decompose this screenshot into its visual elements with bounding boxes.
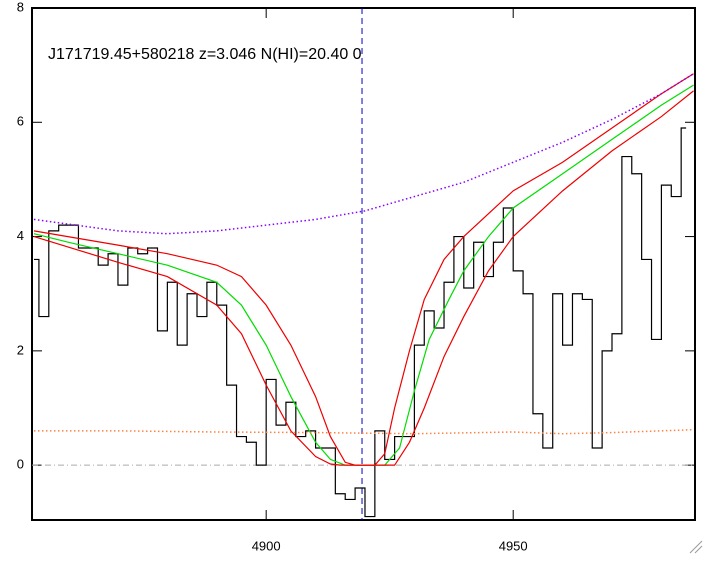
chart-title: J171719.45+580218 z=3.046 N(HI)=20.40 0 — [48, 46, 362, 63]
y-tick-label: 0 — [17, 457, 24, 472]
y-tick-label: 4 — [17, 228, 24, 243]
plot-frame — [31, 7, 696, 521]
x-tick-label: 4950 — [499, 538, 528, 553]
series-line — [33, 90, 694, 466]
series-line — [33, 84, 694, 466]
y-tick-label: 8 — [17, 0, 24, 14]
series-line — [33, 73, 694, 466]
series-line — [33, 428, 694, 435]
y-tick-label: 2 — [17, 342, 24, 357]
resize-grip — [689, 540, 703, 554]
series-line — [33, 73, 694, 235]
x-tick-label: 4900 — [252, 538, 281, 553]
y-tick-label: 6 — [17, 114, 24, 129]
series-line — [33, 127, 687, 518]
